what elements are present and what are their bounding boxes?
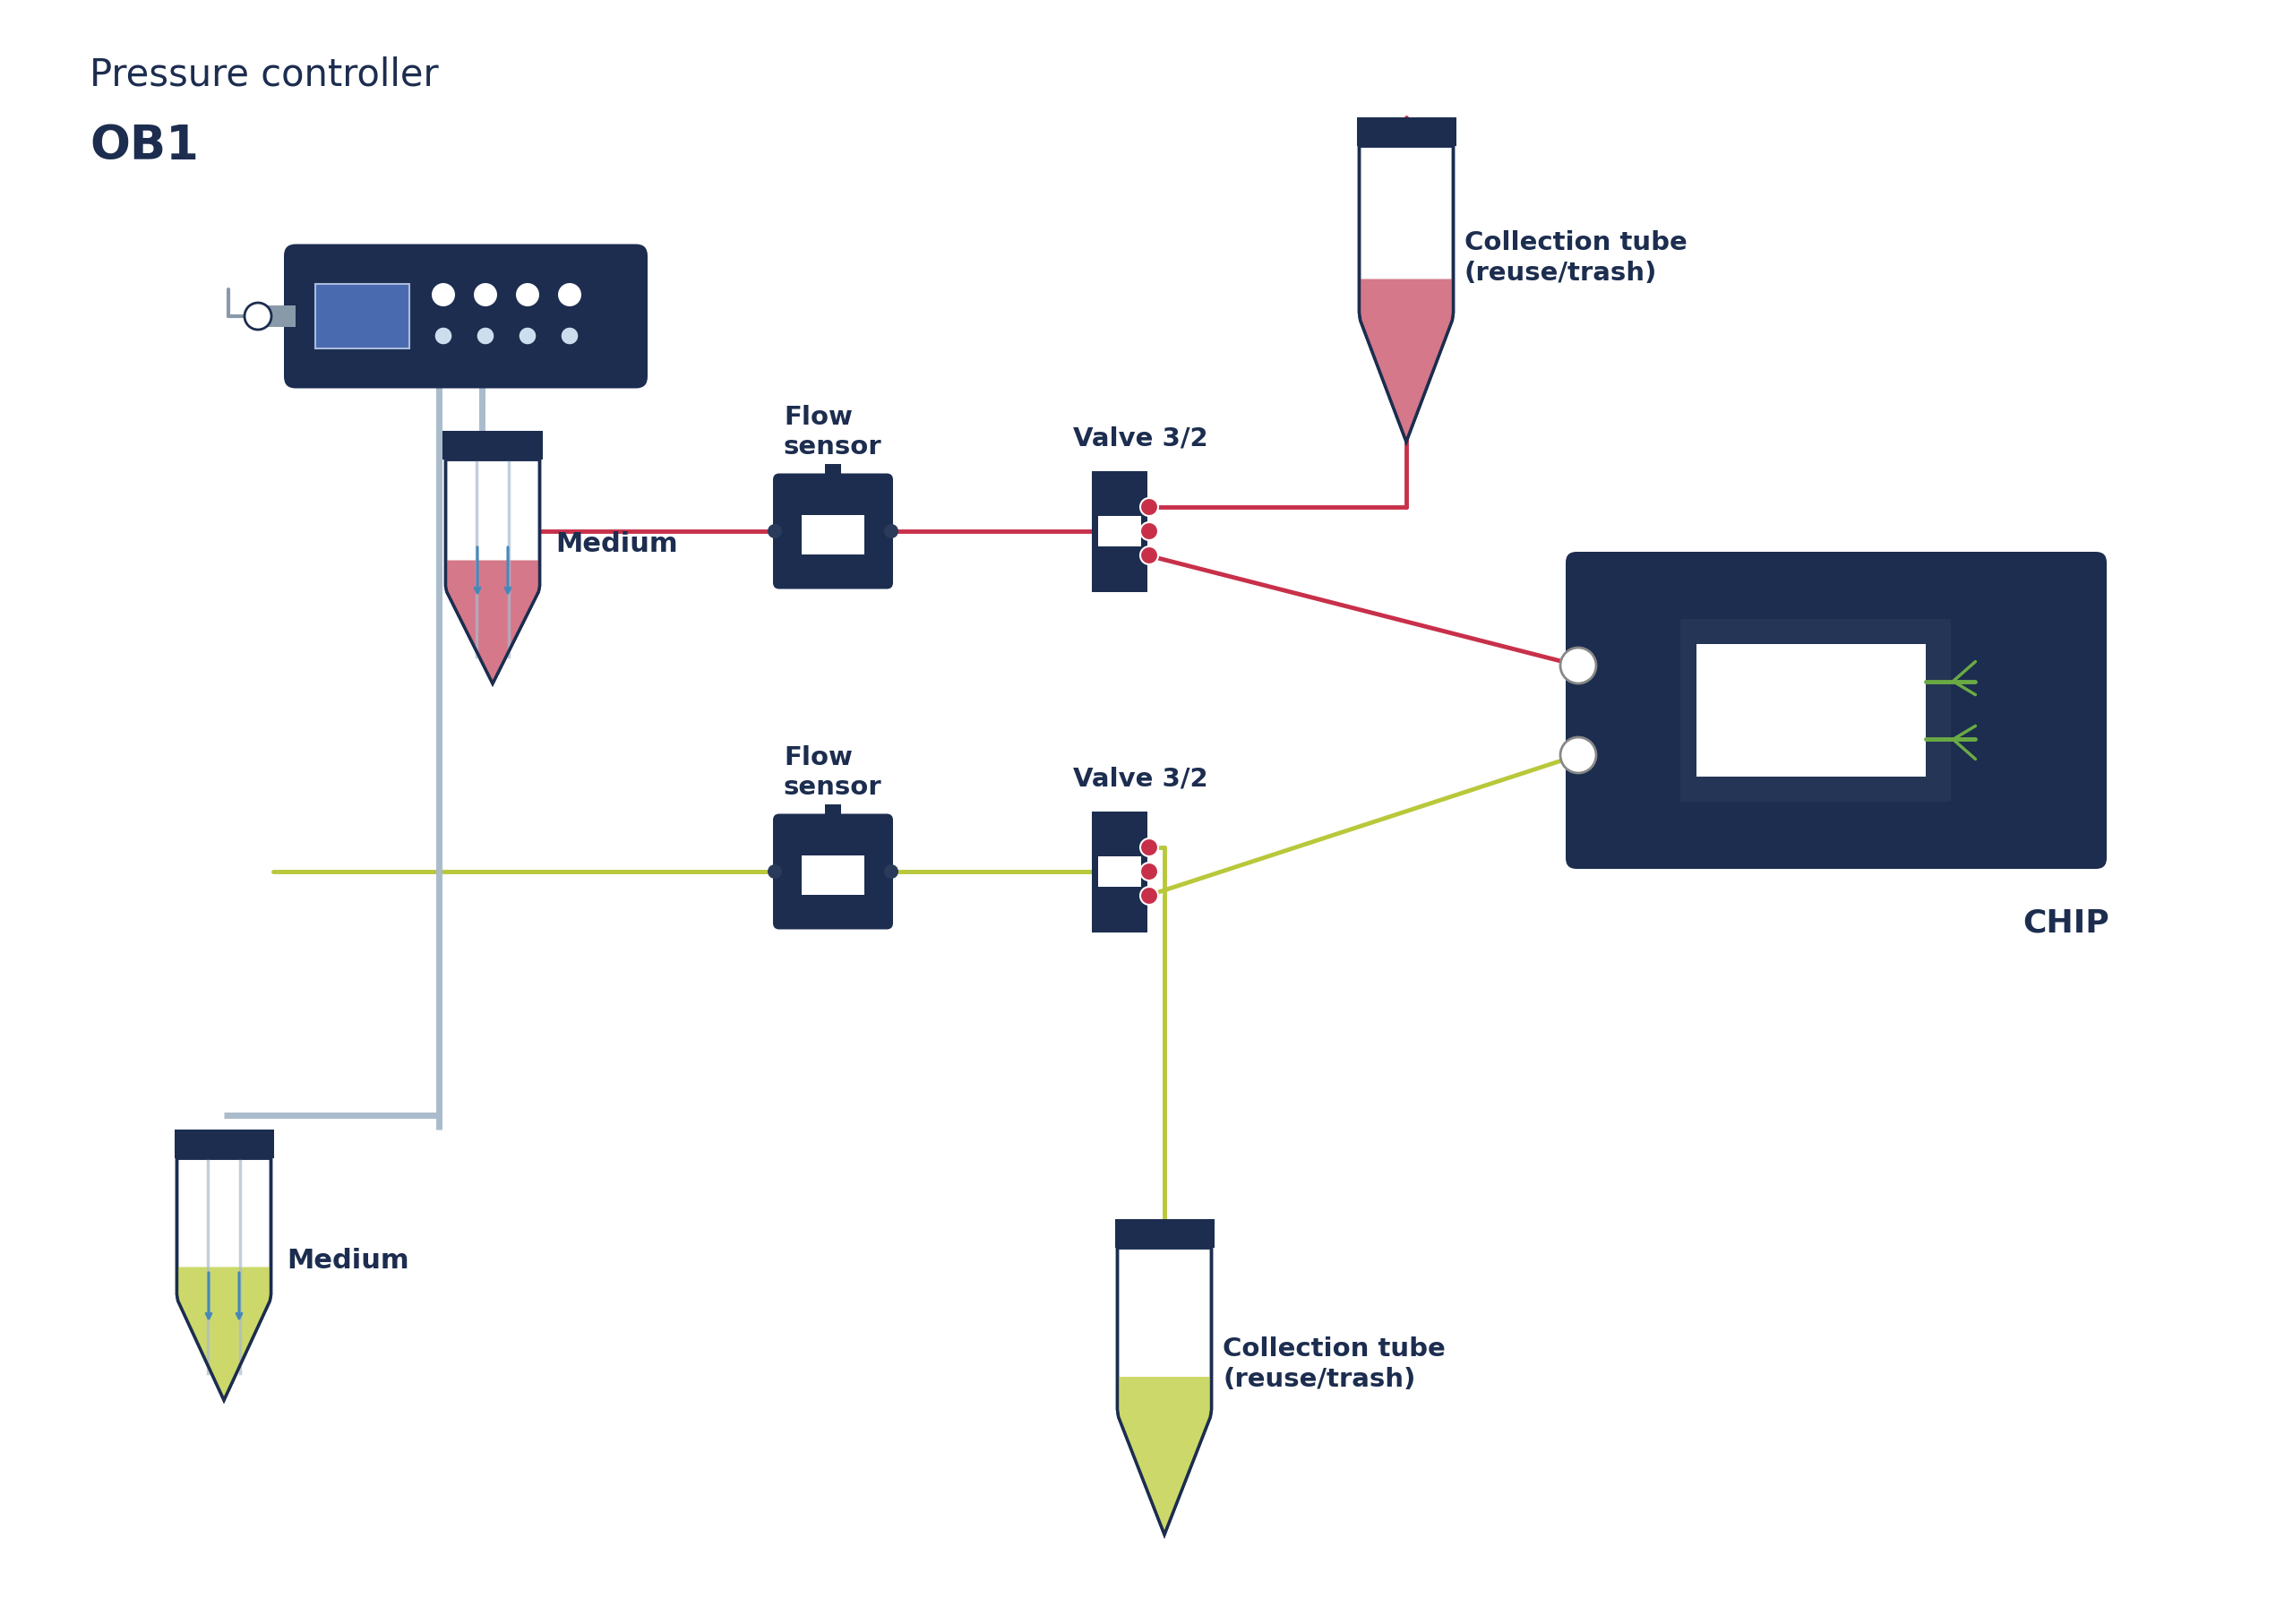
Text: CHIP: CHIP	[2022, 908, 2110, 937]
Bar	[1091, 471, 1146, 591]
Circle shape	[1140, 499, 1158, 516]
Polygon shape	[1117, 1247, 1211, 1535]
Circle shape	[1140, 838, 1158, 856]
Text: Medium: Medium	[555, 531, 679, 557]
Circle shape	[1140, 887, 1158, 905]
FancyBboxPatch shape	[1566, 552, 2107, 869]
Circle shape	[516, 283, 539, 307]
FancyBboxPatch shape	[284, 244, 647, 388]
Bar	[1114, 1220, 1213, 1247]
Circle shape	[1559, 737, 1596, 773]
Circle shape	[1559, 648, 1596, 684]
Bar	[1697, 645, 1926, 776]
Polygon shape	[445, 460, 539, 684]
Bar	[1091, 810, 1146, 932]
Bar	[316, 284, 410, 349]
Text: Collection tube
(reuse/trash): Collection tube (reuse/trash)	[1465, 231, 1688, 286]
Circle shape	[562, 326, 578, 344]
Bar	[443, 430, 543, 460]
Polygon shape	[1360, 279, 1454, 442]
FancyBboxPatch shape	[773, 814, 892, 929]
Circle shape	[885, 864, 899, 879]
Bar	[174, 1130, 273, 1158]
Text: Valve 3/2: Valve 3/2	[1073, 767, 1208, 791]
Bar	[825, 804, 842, 823]
Text: Flow
sensor: Flow sensor	[784, 404, 883, 460]
Circle shape	[1140, 546, 1158, 564]
Text: Collection tube
(reuse/trash): Collection tube (reuse/trash)	[1222, 1337, 1445, 1392]
Bar	[261, 305, 296, 326]
Circle shape	[768, 525, 782, 538]
Text: Flow
sensor: Flow sensor	[784, 745, 883, 801]
Bar	[803, 515, 864, 554]
Bar	[1357, 117, 1456, 146]
Circle shape	[1140, 862, 1158, 880]
Bar	[1098, 856, 1142, 887]
Circle shape	[1140, 523, 1158, 541]
Circle shape	[768, 864, 782, 879]
Circle shape	[557, 283, 582, 307]
Text: Valve 3/2: Valve 3/2	[1073, 425, 1208, 450]
Circle shape	[431, 283, 454, 307]
Circle shape	[433, 326, 452, 344]
Text: Medium: Medium	[287, 1249, 408, 1275]
Text: Pressure controller: Pressure controller	[89, 55, 438, 93]
Polygon shape	[1117, 1377, 1211, 1535]
Circle shape	[518, 326, 537, 344]
Polygon shape	[177, 1267, 271, 1400]
Bar	[1098, 516, 1142, 546]
Polygon shape	[1360, 146, 1454, 442]
Bar	[1681, 619, 1951, 802]
Bar	[825, 463, 842, 484]
Circle shape	[245, 302, 271, 330]
Circle shape	[475, 283, 498, 307]
Text: OB1: OB1	[89, 123, 199, 169]
Circle shape	[477, 326, 495, 344]
Circle shape	[885, 525, 899, 538]
Polygon shape	[177, 1158, 271, 1400]
Polygon shape	[445, 560, 539, 684]
Bar	[803, 856, 864, 895]
FancyBboxPatch shape	[773, 474, 892, 590]
